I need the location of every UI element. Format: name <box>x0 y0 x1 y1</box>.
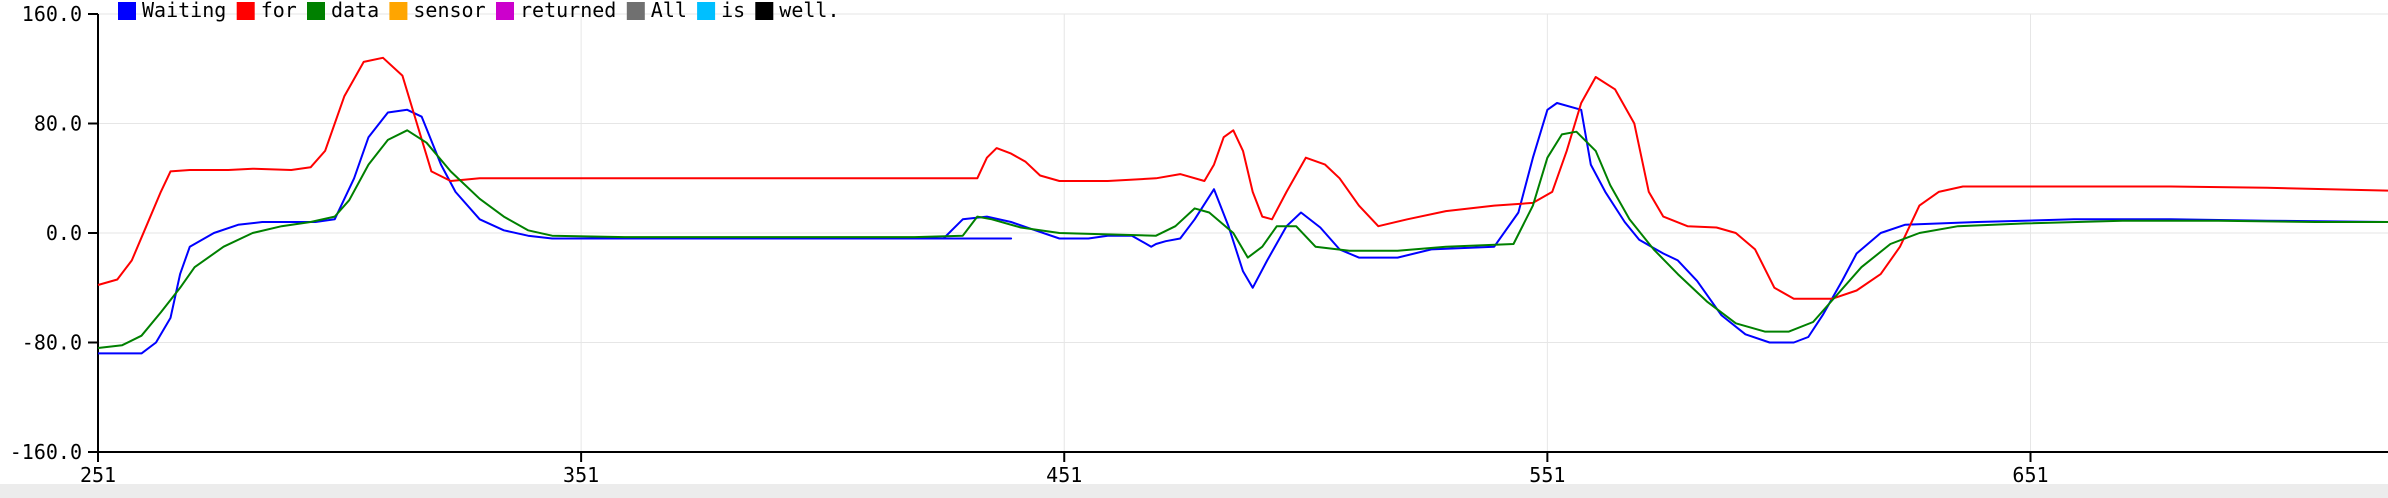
x-tick-label: 451 <box>1046 463 1082 487</box>
legend-swatch <box>307 2 325 20</box>
legend-swatch <box>626 2 645 20</box>
series-lines <box>97 56 2388 355</box>
x-tick-label: 251 <box>80 463 116 487</box>
legend-label: All <box>651 0 687 22</box>
y-tick-label: -160.0 <box>10 440 82 464</box>
legend-swatch <box>118 2 136 20</box>
legend-swatch <box>755 2 774 20</box>
y-tick-label: 80.0 <box>34 112 82 136</box>
legend-swatch <box>697 2 716 20</box>
legend-label: for <box>261 0 297 22</box>
legend-label: well. <box>779 0 839 22</box>
series-line-data <box>97 129 2388 349</box>
ticks: 251 351 451 551 651 160.0 80.0 0.0 -80.0 -160.0 <box>10 2 2049 487</box>
legend: Waiting for data sensor returned All is well. <box>118 0 840 22</box>
legend-swatch <box>496 2 514 20</box>
legend-label: data <box>331 0 379 22</box>
legend-label: returned <box>520 0 616 22</box>
legend-label: is <box>721 0 745 22</box>
y-tick-label: 160.0 <box>22 2 82 26</box>
series-line-waiting <box>98 102 2388 355</box>
legend-swatch <box>389 2 408 20</box>
series-line-for <box>97 56 2388 300</box>
legend-label: sensor <box>413 0 485 22</box>
y-tick-label: -80.0 <box>22 331 82 355</box>
gridlines <box>98 13 2388 452</box>
legend-label: Waiting <box>142 0 226 22</box>
bottom-strip <box>0 484 2388 498</box>
y-tick-label: 0.0 <box>46 221 82 245</box>
x-tick-label: 551 <box>1529 463 1565 487</box>
x-tick-label: 351 <box>563 463 599 487</box>
x-tick-label: 651 <box>2012 463 2048 487</box>
legend-swatch <box>236 2 255 20</box>
